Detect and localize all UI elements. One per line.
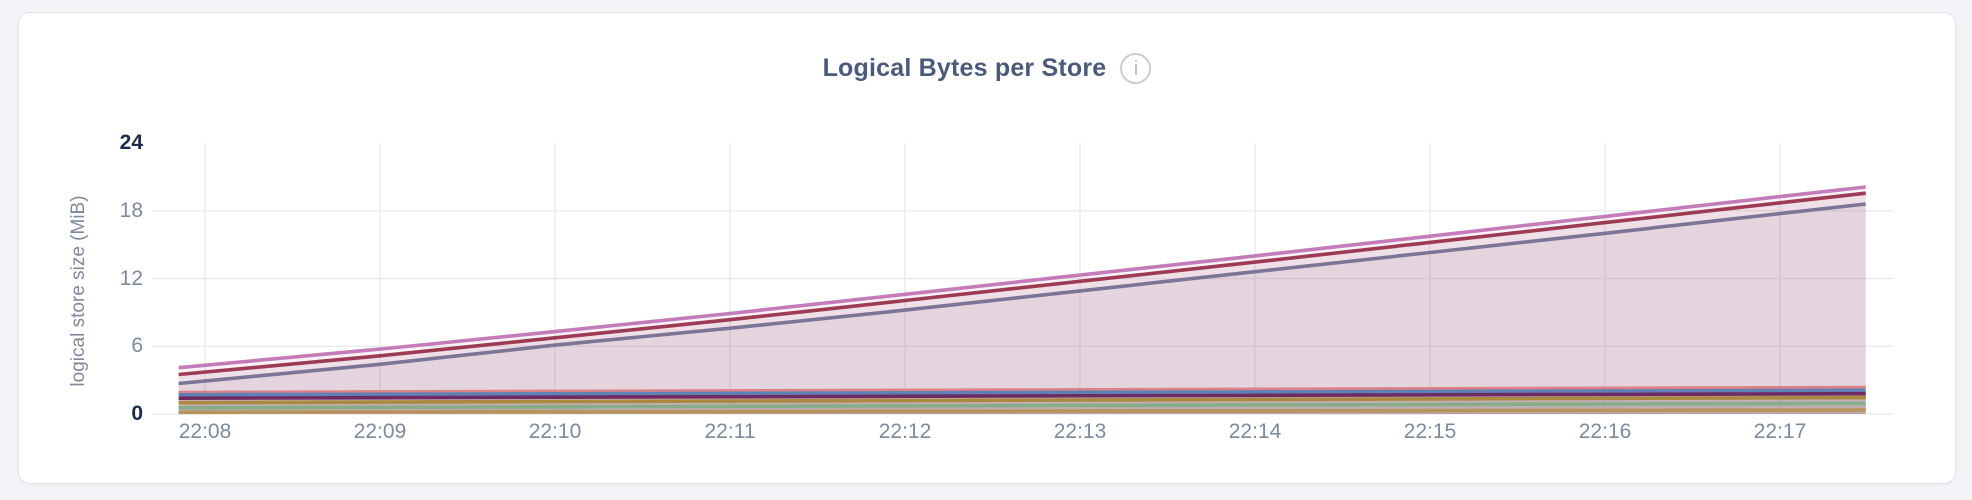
- series-line-store-9: [178, 408, 1866, 415]
- series-line-store-5: [178, 388, 1866, 397]
- info-icon[interactable]: i: [1120, 53, 1152, 84]
- x-tick-label: 22:17: [1753, 420, 1807, 443]
- y-tick-label: 18: [119, 198, 143, 222]
- y-tick-label: 24: [119, 131, 143, 154]
- x-tick-label: 22:09: [353, 420, 407, 443]
- chart-header: Logical Bytes per Store i: [19, 53, 1955, 84]
- x-tick-label: 22:13: [1053, 420, 1107, 443]
- series-line-store-2: [178, 191, 1866, 377]
- x-tick-label: 22:08: [178, 420, 232, 443]
- y-tick-label: 6: [131, 334, 143, 358]
- chart-title: Logical Bytes per Store: [822, 54, 1107, 82]
- x-tick-label: 22:11: [704, 420, 756, 443]
- series-area-store-2: [178, 193, 1866, 414]
- series-line-store-4: [178, 385, 1866, 395]
- y-tick-label: 12: [119, 266, 143, 290]
- series-line-store-6: [178, 391, 1866, 400]
- x-tick-label: 22:16: [1578, 420, 1632, 443]
- x-tick-label: 22:15: [1403, 420, 1457, 443]
- y-tick-label: 0: [131, 402, 143, 425]
- series-line-store-3: [178, 202, 1866, 386]
- x-tick-label: 22:10: [528, 420, 582, 443]
- x-tick-label: 22:14: [1228, 420, 1282, 443]
- series-line-store-1: [178, 185, 1866, 370]
- series-area-store-1: [178, 187, 1866, 414]
- series-line-store-7: [178, 395, 1866, 405]
- x-tick-label: 22:12: [878, 420, 932, 443]
- series-area-store-3: [178, 204, 1866, 414]
- series-line-store-8: [178, 401, 1866, 410]
